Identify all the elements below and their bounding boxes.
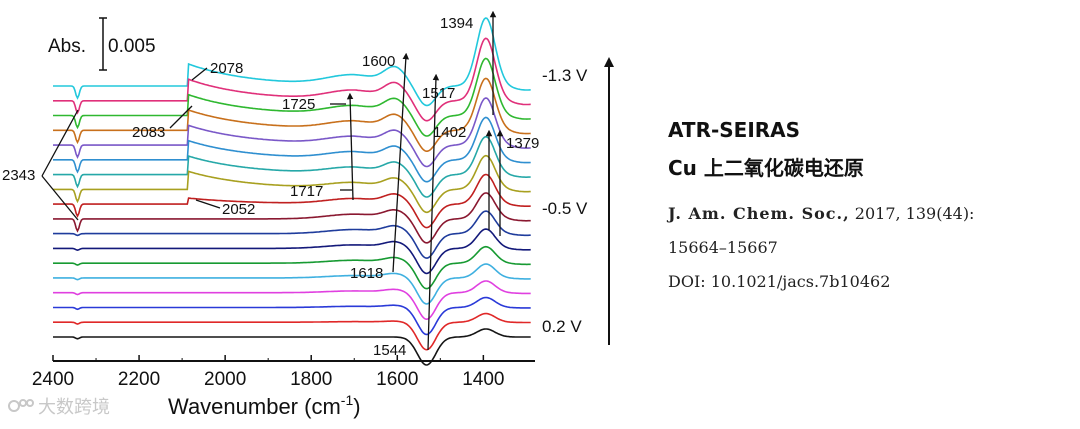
- series-line: [53, 312, 531, 351]
- info-panel: ATR-SEIRAS Cu 上二氧化碳电还原 J. Am. Chem. Soc.…: [668, 118, 1068, 299]
- series-line: [53, 97, 531, 168]
- watermark: 大数跨境: [8, 393, 110, 419]
- band-label: 1379: [506, 135, 539, 152]
- potential-label: -0.5 V: [542, 199, 588, 218]
- series-line: [53, 245, 531, 290]
- x-tick-label: 2000: [204, 369, 246, 390]
- scale-bar-value: 0.005: [108, 36, 156, 57]
- journal-pages: 15664–15667: [668, 238, 778, 257]
- spectra-chart: 2343 2078 2083 2052 1725 1717 1600 1618 1544 1517…: [2, 10, 614, 419]
- band-pointer: [41, 109, 79, 177]
- band-annotations: 2343 2078 2083 2052 1725 1717 1600 1618 1544 1517…: [2, 10, 539, 359]
- journal-volume: 2017, 139(44):: [854, 204, 975, 223]
- band-pointer: [346, 92, 354, 201]
- x-tick-label: 1400: [462, 369, 504, 390]
- scale-bar-label: Abs.: [48, 36, 86, 57]
- x-axis-label: Wavenumber (cm-1): [168, 392, 361, 419]
- band-label: 2052: [222, 201, 255, 218]
- spectra-lines: [53, 17, 531, 366]
- band-pointer: [191, 67, 208, 81]
- series-line: [53, 228, 531, 275]
- series-line: [53, 210, 531, 259]
- x-axis: 2400 2200 2000 1800 1600 1400 Wavenumber (cm-1…: [32, 355, 535, 419]
- band-pointer: [169, 105, 193, 129]
- scale-bar: Abs. 0.005: [48, 17, 156, 71]
- x-tick-label: 2400: [32, 369, 74, 390]
- journal-name: J. Am. Chem. Soc.,: [668, 204, 850, 223]
- band-pointer: [427, 73, 440, 351]
- x-tick-label: 1800: [290, 369, 332, 390]
- watermark-text: 大数跨境: [38, 397, 110, 418]
- potential-label: -1.3 V: [542, 66, 588, 85]
- series-line: [53, 17, 531, 107]
- series-line: [53, 173, 531, 229]
- series-line: [53, 77, 531, 152]
- band-label: 1725: [282, 96, 315, 113]
- series-line: [53, 57, 531, 137]
- band-label: 1544: [373, 342, 406, 359]
- band-label: 1394: [440, 15, 473, 32]
- series-line: [53, 280, 531, 321]
- band-pointer: [392, 52, 410, 273]
- doi: DOI: 10.1021/jacs.7b10462: [668, 272, 891, 291]
- band-label: 1517: [422, 85, 455, 102]
- potential-label: 0.2 V: [542, 317, 582, 336]
- series-line: [53, 296, 531, 336]
- spectra-figure: 2343 2078 2083 2052 1725 1717 1600 1618 1544 1517…: [2, 10, 614, 419]
- band-label: 2343: [2, 167, 35, 184]
- panel-subtitle: Cu 上二氧化碳电还原: [668, 156, 864, 180]
- series-line: [53, 263, 531, 305]
- series-line: [53, 328, 531, 366]
- x-tick-label: 2200: [118, 369, 160, 390]
- band-label: 1717: [290, 183, 323, 200]
- series-line: [53, 154, 531, 214]
- x-tick-label: 1600: [376, 369, 418, 390]
- band-label: 1600: [362, 53, 395, 70]
- band-label: 1618: [350, 265, 383, 282]
- band-label: 2078: [210, 60, 243, 77]
- series-line: [53, 37, 531, 122]
- potential-labels: -1.3 V -0.5 V 0.2 V Abs. 0.005: [48, 17, 614, 345]
- citation: J. Am. Chem. Soc., 2017, 139(44): 15664–…: [668, 197, 1068, 265]
- band-pointer: [195, 199, 221, 209]
- series-line: [53, 192, 531, 244]
- band-pointer: [41, 175, 79, 221]
- band-label: 1402: [433, 124, 466, 141]
- series-line: [53, 135, 531, 198]
- series-line: [53, 116, 531, 183]
- panel-title: ATR-SEIRAS: [668, 118, 801, 142]
- brand-logo-icon: [8, 399, 34, 412]
- band-label: 2083: [132, 124, 165, 141]
